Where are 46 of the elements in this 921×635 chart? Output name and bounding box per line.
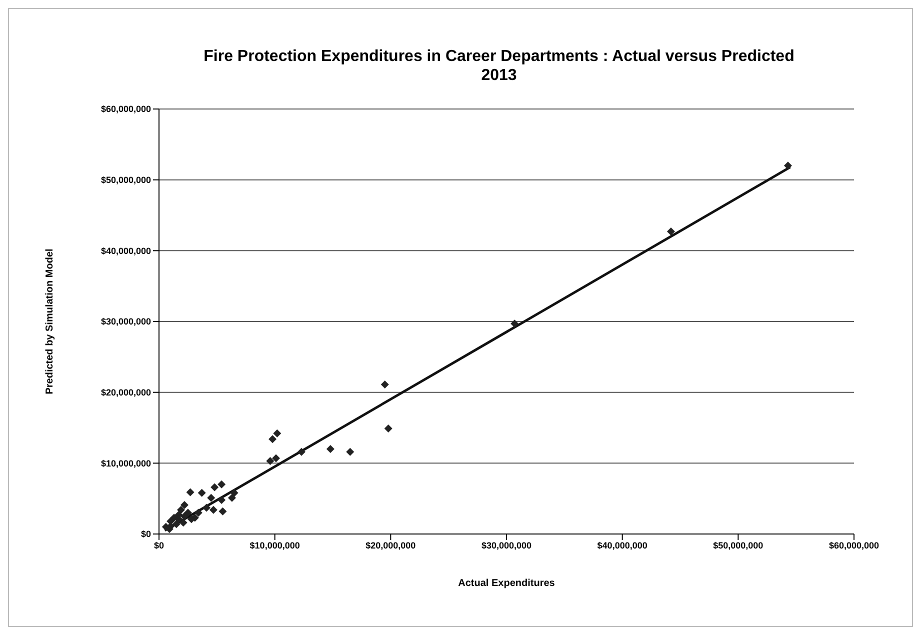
x-tick-label: $50,000,000 xyxy=(713,540,764,550)
point xyxy=(218,496,226,504)
point xyxy=(198,488,206,497)
point xyxy=(268,435,277,444)
point xyxy=(230,488,238,497)
chart-title: Fire Protection Expenditures in Career Departments : Actual versus Predicted 2013 xyxy=(202,47,796,85)
point xyxy=(228,494,236,502)
point xyxy=(297,448,306,456)
point xyxy=(179,518,188,527)
point xyxy=(172,520,180,528)
point xyxy=(218,480,226,488)
point xyxy=(326,445,334,453)
point xyxy=(209,506,218,514)
point xyxy=(194,508,202,517)
x-tick-label: $20,000,000 xyxy=(366,540,416,550)
point xyxy=(346,448,354,456)
point xyxy=(272,454,280,462)
y-tick-label: $30,000,000 xyxy=(100,316,151,327)
point xyxy=(266,457,274,466)
point xyxy=(218,507,227,516)
point xyxy=(210,483,219,492)
y-tick-label: $50,000,000 xyxy=(100,175,151,186)
y-tick-label: $0 xyxy=(140,529,151,540)
point xyxy=(186,488,194,496)
y-tick-label: $40,000,000 xyxy=(100,246,151,256)
x-axis-title: Actual Expenditures xyxy=(458,578,556,589)
x-tick-label: $10,000,000 xyxy=(250,540,300,550)
point xyxy=(202,504,210,512)
y-axis-title: Predicted by Simulation Model xyxy=(44,248,56,394)
y-tick-label: $10,000,000 xyxy=(100,458,151,468)
point xyxy=(207,494,216,502)
x-tick-label: $30,000,000 xyxy=(481,540,532,550)
y-tick-label: $60,000,000 xyxy=(100,104,151,114)
point xyxy=(666,228,675,236)
point xyxy=(784,162,792,170)
point xyxy=(380,380,389,389)
x-tick-label: $0 xyxy=(154,540,164,550)
x-tick-label: $60,000,000 xyxy=(828,540,880,550)
point xyxy=(273,429,282,438)
point xyxy=(180,512,188,520)
y-tick-label: $20,000,000 xyxy=(100,388,151,398)
point xyxy=(180,500,188,509)
point xyxy=(510,320,519,328)
point xyxy=(177,506,186,514)
x-tick-label: $40,000,000 xyxy=(597,540,648,550)
point xyxy=(384,424,392,432)
